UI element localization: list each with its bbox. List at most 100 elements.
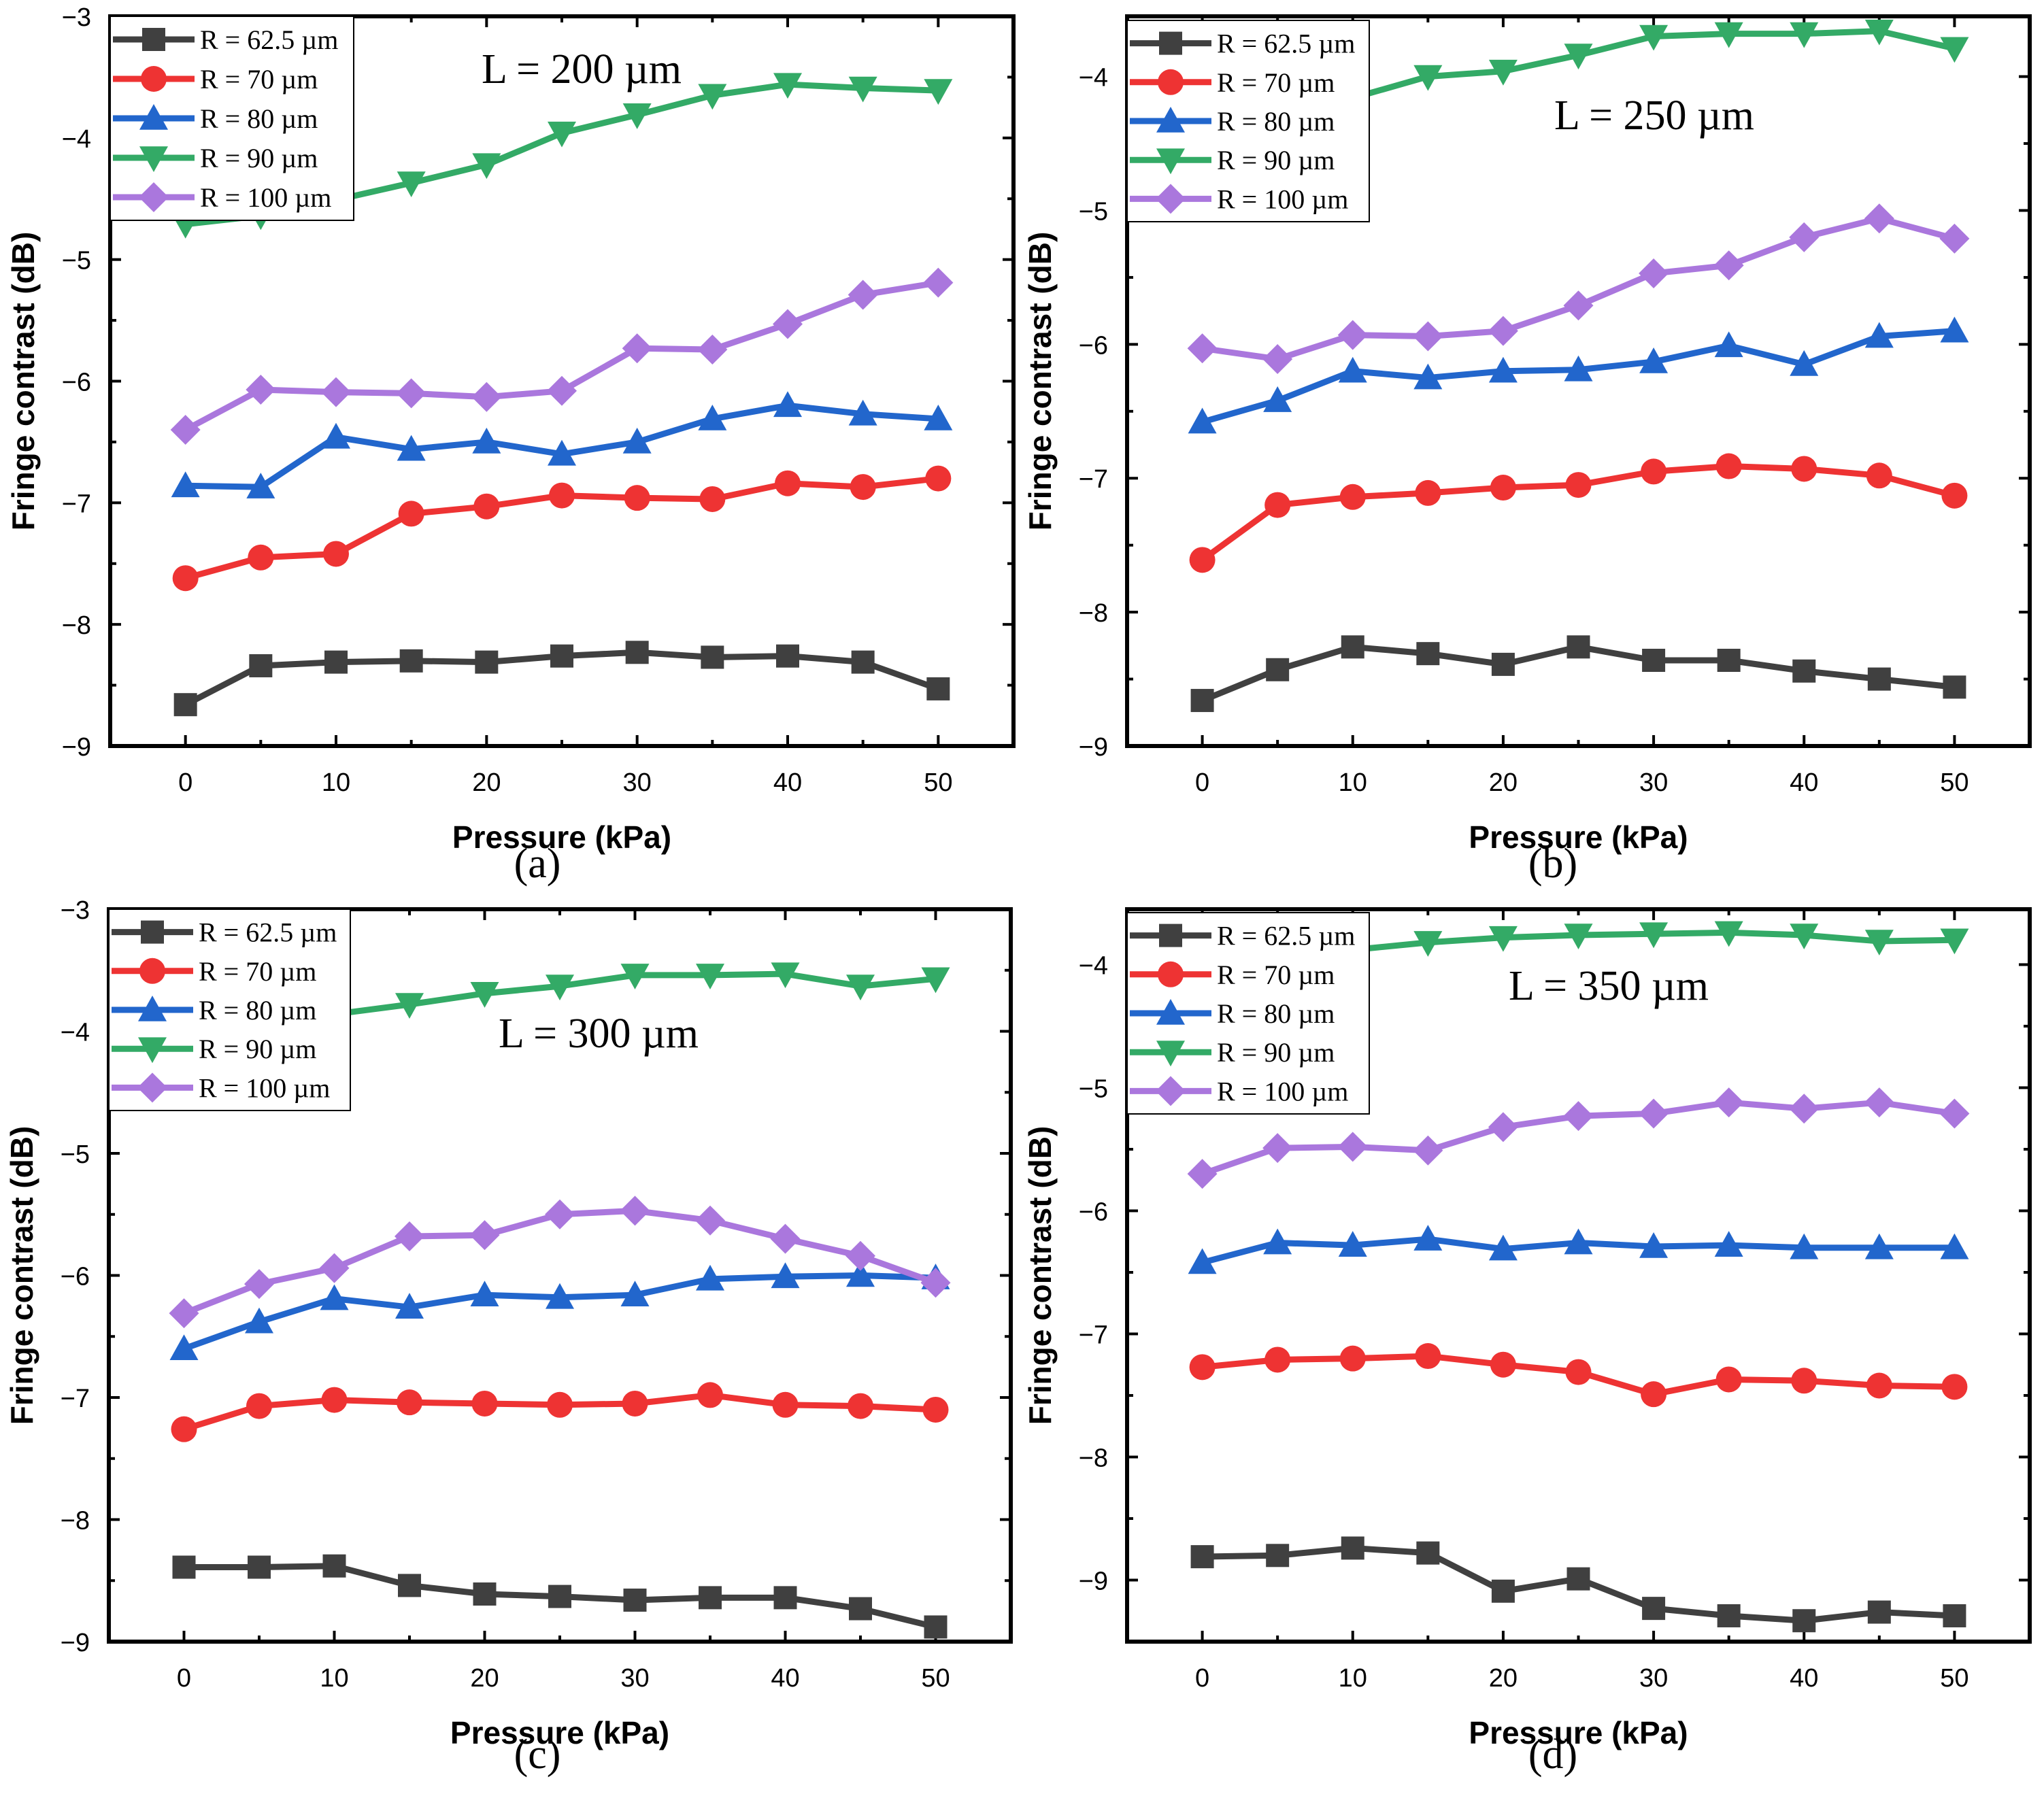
y-axis: −9 −8 −7 −6 −5 −4 −3 — [62, 3, 1013, 762]
data-point — [1413, 1225, 1443, 1251]
data-point — [1792, 1609, 1816, 1633]
panel-d: 0 10 20 30 40 50 −9 −8 −7 −6 −5 −4 Pressure (kPa) Fri… — [1022, 907, 2032, 1778]
legend-label: R = 90 µm — [1217, 145, 1335, 175]
series-1 — [172, 465, 952, 592]
data-point — [471, 382, 502, 412]
data-point — [1488, 356, 1518, 383]
data-point — [1264, 492, 1291, 518]
legend-label: R = 62.5 µm — [199, 917, 337, 948]
y-tick-label: −8 — [61, 1507, 90, 1536]
data-point — [1266, 658, 1290, 681]
y-tick-label: −6 — [1079, 1198, 1108, 1226]
legend: R = 62.5 µm R = 70 µm R = 80 µm R = 90 µm R … — [1126, 20, 1370, 222]
data-point — [1789, 1094, 1820, 1124]
data-point — [1563, 1101, 1594, 1132]
series-4 — [169, 1196, 951, 1329]
data-point — [1940, 316, 1969, 343]
data-point — [698, 84, 727, 110]
x-tick-label: 40 — [1790, 768, 1818, 797]
y-axis: −9 −8 −7 −6 −5 −4 — [1079, 951, 2030, 1643]
data-point — [1341, 1536, 1364, 1560]
legend-marker — [138, 1037, 167, 1064]
data-point — [171, 471, 200, 498]
y-tick-label: −6 — [61, 1263, 90, 1291]
x-axis: 0 10 20 30 40 50 — [107, 909, 1012, 1693]
data-point — [1413, 321, 1443, 352]
data-point — [395, 1221, 424, 1252]
x-tick-label: 50 — [921, 1664, 950, 1693]
data-point — [698, 404, 727, 430]
data-point — [246, 1393, 272, 1419]
data-point — [772, 1391, 799, 1418]
y-tick-label: −3 — [62, 3, 91, 32]
series-0 — [1190, 635, 1966, 713]
data-point — [546, 1283, 574, 1309]
series-2 — [1188, 316, 1969, 434]
data-point — [924, 404, 953, 430]
data-point — [1565, 472, 1592, 498]
data-point — [1867, 1600, 1891, 1624]
legend-marker — [139, 182, 169, 212]
data-point — [1262, 344, 1293, 375]
data-point — [172, 565, 199, 592]
data-point — [1341, 635, 1364, 659]
x-tick-label: 20 — [472, 768, 501, 797]
legend-marker — [1156, 107, 1185, 133]
x-tick-label: 10 — [1339, 1664, 1367, 1693]
x-axis-title: Pressure (kPa) — [450, 1715, 669, 1750]
x-axis: 0 10 20 30 40 50 — [109, 16, 1015, 797]
legend-label: R = 62.5 µm — [1217, 29, 1355, 59]
y-tick-label: −5 — [61, 1140, 90, 1169]
data-point — [1639, 347, 1669, 373]
data-point — [696, 1264, 724, 1291]
data-point — [1791, 456, 1817, 482]
data-point — [1943, 675, 1966, 699]
data-point — [471, 1390, 498, 1417]
legend-label: R = 80 µm — [1217, 106, 1335, 137]
data-point — [1864, 203, 1894, 234]
panel-label: (c) — [514, 1731, 561, 1778]
data-point — [1413, 363, 1443, 390]
legend-marker — [1156, 1040, 1185, 1067]
data-point — [1639, 24, 1669, 51]
data-point — [695, 1205, 725, 1236]
y-axis-title: Fringe contrast (dB) — [5, 232, 41, 531]
legend-label: R = 62.5 µm — [1217, 921, 1355, 951]
data-point — [925, 465, 952, 492]
data-point — [1189, 547, 1216, 573]
x-axis-title: Pressure (kPa) — [1469, 1715, 1688, 1750]
data-point — [924, 1615, 948, 1639]
legend-label: R = 80 µm — [1217, 998, 1335, 1029]
length-annotation: L = 200 µm — [482, 46, 682, 92]
data-point — [246, 473, 275, 498]
data-point — [1262, 1133, 1293, 1164]
data-point — [773, 391, 802, 418]
legend-marker — [141, 920, 164, 944]
legend-marker — [139, 146, 168, 172]
y-tick-label: −9 — [1079, 733, 1108, 762]
data-point — [1790, 1233, 1819, 1259]
panel-a: 0 10 20 30 40 50 −9 −8 −7 −6 −5 −4 −3 Pressure (kPa) F… — [5, 3, 1016, 887]
y-tick-label: −5 — [1079, 1074, 1108, 1103]
legend-label: R = 80 µm — [199, 995, 316, 1026]
data-point — [776, 644, 799, 668]
x-tick-label: 30 — [623, 768, 652, 797]
data-point — [1713, 1087, 1744, 1118]
data-point — [926, 677, 950, 700]
data-point — [1415, 1343, 1441, 1370]
x-tick-label: 50 — [1940, 768, 1968, 797]
legend-marker — [1158, 961, 1184, 987]
y-tick-label: −7 — [1079, 465, 1108, 494]
series-0 — [173, 641, 950, 717]
data-point — [248, 544, 274, 571]
data-point — [923, 267, 954, 298]
data-point — [770, 1223, 801, 1254]
data-point — [172, 1555, 196, 1579]
data-point — [249, 654, 273, 677]
panel-label: (d) — [1528, 1731, 1577, 1778]
y-tick-label: −4 — [61, 1019, 90, 1047]
data-point — [1564, 355, 1593, 382]
data-point — [1639, 1232, 1669, 1258]
legend-label: R = 80 µm — [200, 103, 318, 134]
